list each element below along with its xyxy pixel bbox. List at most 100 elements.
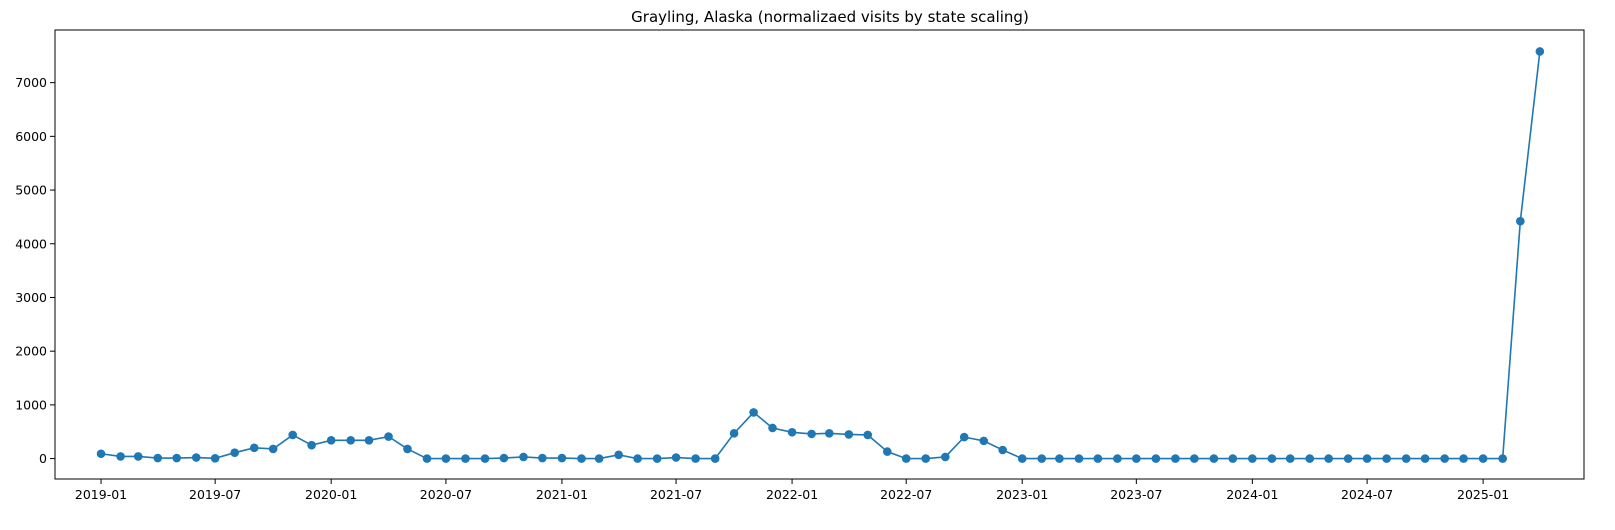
data-point [1498, 454, 1507, 463]
data-point [1113, 454, 1122, 463]
data-point [1248, 454, 1257, 463]
y-tick-label: 2000 [15, 344, 47, 359]
data-point [268, 444, 278, 454]
data-point [998, 445, 1007, 455]
data-point [1343, 454, 1353, 463]
data-point [557, 453, 567, 463]
data-point [326, 436, 336, 445]
x-tick-label: 2019-07 [189, 487, 241, 502]
axes: 0 1000 2000 3000 4000 5000 6000 7000 2019-01 2019… [15, 75, 1509, 502]
data-point [614, 450, 623, 460]
data-point [807, 429, 816, 439]
data-point [364, 436, 374, 445]
x-tick-label: 2022-01 [766, 487, 818, 502]
data-point [1132, 454, 1141, 463]
data-point [633, 454, 642, 463]
data-point [594, 454, 604, 463]
y-tick-label: 6000 [15, 129, 47, 144]
x-tick-label: 2024-07 [1341, 487, 1393, 502]
data-point [901, 454, 911, 463]
data-point [422, 454, 432, 463]
data-point [1382, 454, 1391, 463]
y-tick-label: 1000 [15, 397, 47, 412]
data-point [652, 454, 662, 463]
x-tick-label: 2020-01 [305, 487, 357, 502]
data-point [1037, 454, 1047, 463]
x-tick-label: 2021-01 [536, 487, 588, 502]
data-point [863, 430, 873, 440]
data-point [1171, 454, 1180, 463]
series-layer [96, 47, 1545, 463]
x-tick-label: 2025-01 [1457, 487, 1509, 502]
data-point [519, 452, 528, 462]
chart-title: Grayling, Alaska (normalizaed visits by … [631, 8, 1029, 26]
data-point [172, 453, 181, 463]
data-point [441, 454, 451, 463]
x-tick-label: 2022-07 [880, 487, 932, 502]
data-point [940, 452, 950, 462]
x-tick-label: 2021-07 [650, 487, 702, 502]
data-point [499, 453, 509, 463]
x-tick-label: 2023-07 [1110, 487, 1162, 502]
data-point [249, 443, 259, 453]
data-point [153, 453, 163, 463]
data-point [1440, 454, 1449, 463]
x-tick-label: 2023-01 [996, 487, 1048, 502]
data-point [133, 452, 143, 461]
data-point [1305, 454, 1315, 463]
y-tick-label: 7000 [15, 75, 47, 90]
data-point [921, 454, 931, 463]
plot-frame [54, 29, 1585, 480]
data-point [1151, 454, 1161, 463]
data-point [1209, 454, 1219, 463]
data-point [210, 454, 220, 463]
data-point [1362, 454, 1372, 463]
data-point [1267, 454, 1277, 463]
data-point [96, 449, 106, 459]
data-point [403, 444, 412, 454]
data-point [749, 408, 758, 417]
data-point [844, 430, 854, 439]
data-point [1516, 216, 1525, 226]
data-point [1228, 454, 1238, 463]
data-point [230, 448, 239, 457]
data-point [1093, 454, 1103, 463]
data-point [1190, 454, 1199, 463]
data-point [1285, 454, 1295, 463]
data-point [671, 453, 681, 462]
data-point [1055, 454, 1064, 463]
data-point [1401, 454, 1411, 463]
x-tick-label: 2020-07 [420, 487, 472, 502]
data-point [768, 423, 777, 433]
data-point [691, 454, 700, 463]
data-point [1017, 454, 1027, 463]
data-point [959, 432, 969, 442]
data-point [191, 453, 201, 462]
data-point [288, 430, 298, 440]
data-point [346, 436, 356, 445]
data-point [1535, 47, 1545, 56]
data-point [116, 452, 125, 461]
data-point [384, 432, 393, 441]
x-tick-label: 2019-01 [75, 487, 127, 502]
data-point [480, 454, 490, 463]
x-tick-label: 2024-01 [1226, 487, 1278, 502]
data-point [1324, 454, 1333, 463]
data-point [824, 429, 834, 438]
y-tick-label: 0 [39, 451, 47, 466]
data-point [729, 429, 739, 438]
y-tick-label: 5000 [15, 183, 47, 198]
data-point [538, 453, 547, 463]
data-point [787, 427, 797, 437]
data-point [1459, 454, 1468, 463]
y-tick-label: 4000 [15, 236, 47, 251]
data-point [577, 454, 586, 463]
data-point [1478, 454, 1488, 463]
data-point [461, 454, 470, 463]
series-line [100, 51, 1541, 460]
data-point [1420, 454, 1430, 463]
y-tick-label: 3000 [15, 290, 47, 305]
data-point [1074, 454, 1084, 463]
